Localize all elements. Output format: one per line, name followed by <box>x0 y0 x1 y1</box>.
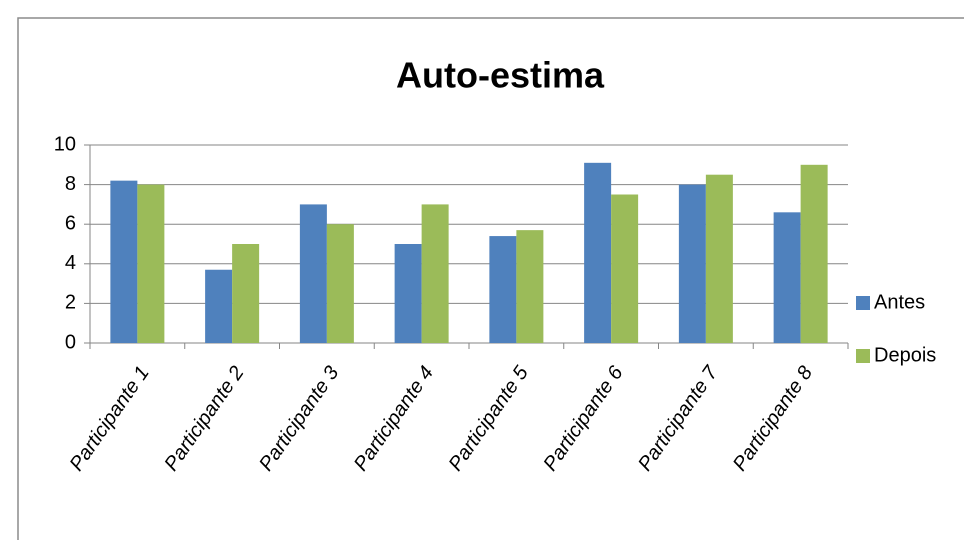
y-tick-label: 8 <box>65 173 76 195</box>
y-tick-label: 2 <box>65 292 76 314</box>
bar <box>800 164 828 343</box>
legend-label: Antes <box>874 291 925 313</box>
bar <box>611 194 639 343</box>
bar <box>394 244 422 343</box>
chart-title: Auto-estima <box>396 55 605 96</box>
bar <box>205 269 233 343</box>
y-tick-label: 4 <box>65 252 76 274</box>
y-tick-label: 6 <box>65 212 76 234</box>
bar <box>584 162 612 343</box>
bar <box>516 230 544 343</box>
legend-label: Depois <box>874 344 936 366</box>
bar <box>489 236 517 343</box>
bar <box>773 212 801 343</box>
legend-swatch <box>856 296 870 310</box>
bar <box>232 244 260 343</box>
bar <box>137 184 165 343</box>
bar <box>705 174 733 343</box>
bar <box>299 204 327 343</box>
y-tick-label: 0 <box>65 331 76 353</box>
bar <box>678 184 706 343</box>
bar <box>110 180 138 343</box>
legend-swatch <box>856 349 870 363</box>
y-tick-label: 10 <box>54 133 76 155</box>
bar <box>421 204 449 343</box>
bar <box>326 224 354 343</box>
